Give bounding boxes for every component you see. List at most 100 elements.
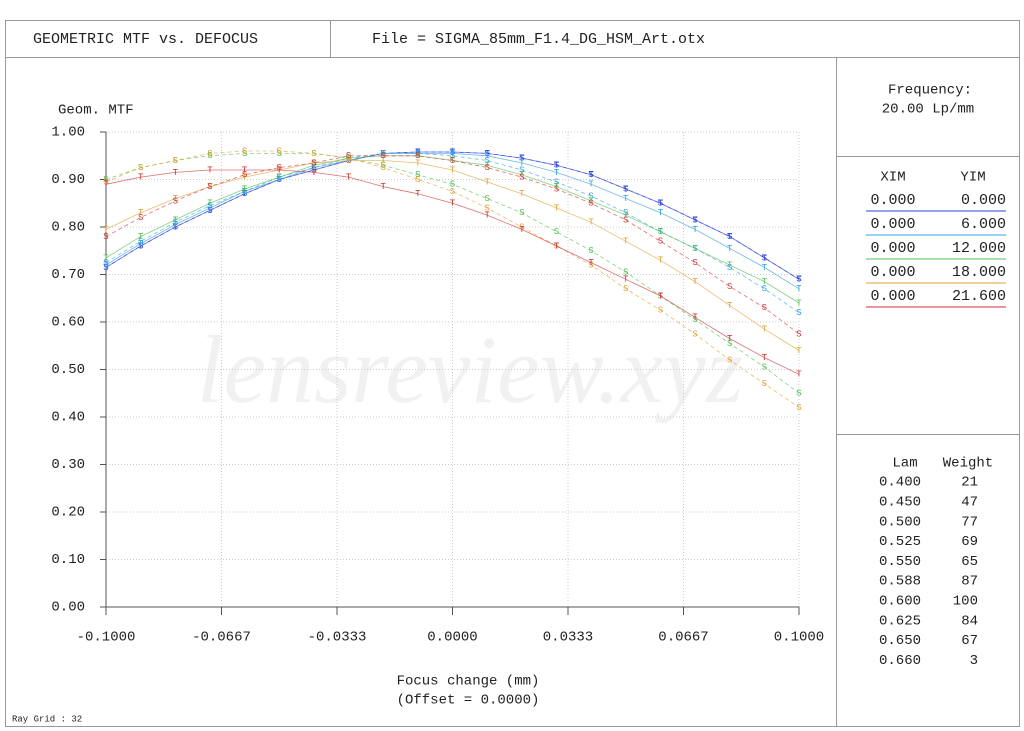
point-marker: S (380, 163, 385, 173)
point-marker: S (658, 237, 663, 247)
point-marker: S (519, 222, 524, 232)
point-marker: T (796, 370, 802, 380)
point-marker: S (796, 329, 801, 339)
field-x: 0.000 (870, 216, 915, 233)
point-marker: T (519, 225, 525, 235)
point-marker: S (727, 232, 732, 242)
x-tick-label: 0.1000 (774, 630, 824, 646)
point-marker: T (588, 180, 594, 190)
point-marker: T (658, 208, 664, 218)
point-marker: S (103, 263, 108, 273)
point-marker: S (554, 227, 559, 237)
point-marker: S (415, 149, 420, 159)
point-marker: T (450, 149, 456, 159)
point-marker: T (484, 161, 490, 171)
point-marker: S (450, 147, 455, 157)
point-marker: S (762, 363, 767, 373)
window-frame (5, 20, 1020, 727)
point-marker: T (762, 253, 768, 263)
point-marker: T (762, 325, 768, 335)
point-marker: S (138, 163, 143, 173)
point-marker: S (554, 177, 559, 187)
point-marker: T (450, 156, 456, 166)
point-marker: T (138, 173, 144, 183)
weight: 84 (961, 613, 978, 629)
point-marker: S (450, 180, 455, 190)
point-marker: T (692, 313, 698, 323)
y-axis-label: Geom. MTF (58, 103, 134, 119)
point-marker: T (519, 158, 525, 168)
point-marker: T (138, 232, 144, 242)
field-x: 0.000 (870, 288, 915, 305)
point-marker: S (554, 184, 559, 194)
point-marker: T (103, 225, 109, 235)
point-marker: S (242, 146, 247, 156)
point-marker: S (207, 206, 212, 216)
point-marker: S (207, 149, 212, 159)
chart-title: GEOMETRIC MTF vs. DEFOCUS (33, 31, 258, 48)
point-marker: T (346, 156, 352, 166)
point-marker: S (415, 147, 420, 157)
point-marker: T (554, 182, 560, 192)
point-marker: T (796, 284, 802, 294)
point-marker: T (277, 173, 283, 183)
point-marker: T (588, 218, 594, 228)
point-marker: S (727, 282, 732, 292)
file-name: File = SIGMA_85mm_F1.4_DG_HSM_Art.otx (372, 31, 705, 48)
y-tick-label: 0.80 (51, 220, 85, 236)
y-tick-label: 0.90 (51, 172, 85, 188)
point-marker: S (450, 151, 455, 161)
weight: 69 (961, 534, 978, 550)
point-marker: T (242, 187, 248, 197)
point-marker: S (484, 156, 489, 166)
point-marker: S (138, 241, 143, 251)
wavelength: 0.600 (879, 594, 921, 610)
wavelength: 0.625 (879, 613, 921, 629)
point-marker: S (762, 379, 767, 389)
frequency-value: 20.00 Lp/mm (882, 102, 974, 118)
point-marker: T (103, 263, 109, 273)
point-marker: S (796, 389, 801, 399)
weight: 67 (961, 633, 978, 649)
point-marker: S (692, 329, 697, 339)
point-marker: T (311, 158, 317, 168)
point-marker: S (762, 303, 767, 313)
point-marker: S (450, 156, 455, 166)
point-marker: S (311, 158, 316, 168)
point-marker: T (277, 175, 283, 185)
point-marker: T (207, 182, 213, 192)
point-marker: T (727, 244, 733, 254)
point-marker: T (796, 298, 802, 308)
y-tick-label: 0.00 (51, 600, 85, 616)
point-marker: T (623, 194, 629, 204)
series-line (105, 160, 800, 351)
weight: 47 (961, 495, 978, 511)
point-marker: T (207, 206, 213, 216)
point-marker: S (623, 208, 628, 218)
point-marker: T (415, 149, 421, 159)
weight: 100 (953, 594, 978, 610)
point-marker: S (692, 315, 697, 325)
field-y: 0.000 (961, 192, 1006, 209)
point-marker: S (623, 215, 628, 225)
point-marker: S (277, 149, 282, 159)
point-marker: S (796, 308, 801, 318)
point-marker: S (103, 232, 108, 242)
y-tick-label: 0.70 (51, 267, 85, 283)
point-marker: S (103, 177, 108, 187)
point-marker: T (658, 227, 664, 237)
frequency-label: Frequency: (888, 83, 972, 99)
point-marker: T (346, 173, 352, 183)
point-marker: S (103, 175, 108, 185)
point-marker: S (484, 194, 489, 204)
wavelength: 0.500 (879, 514, 921, 530)
point-marker: T (692, 277, 698, 287)
wavelength: 0.588 (879, 574, 921, 590)
point-marker: T (727, 334, 733, 344)
point-marker: S (554, 161, 559, 171)
point-marker: T (796, 346, 802, 356)
point-marker: T (103, 180, 109, 190)
point-marker: S (484, 149, 489, 159)
point-marker: S (207, 151, 212, 161)
point-marker: S (242, 170, 247, 180)
